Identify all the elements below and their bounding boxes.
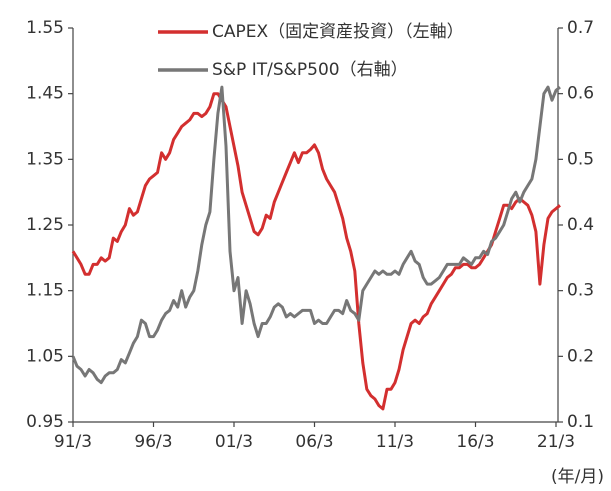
x-tick-label: 16/3 — [456, 432, 494, 452]
y-tick-label: 1.25 — [26, 215, 64, 235]
series-line — [71, 85, 561, 385]
x-tick-label: 01/3 — [215, 432, 253, 452]
x-tick-label: 21/3 — [537, 432, 575, 452]
y2-tick-label: 0.2 — [567, 346, 594, 366]
series-line — [71, 92, 561, 411]
x-tick-label: 11/3 — [376, 432, 414, 452]
y-tick-label: 1.15 — [26, 281, 64, 301]
y-tick-label: 1.05 — [26, 346, 64, 366]
y-tick-label: 0.95 — [26, 412, 64, 432]
legend-label: CAPEX（固定資産投資）（左軸） — [212, 22, 464, 42]
y2-tick-label: 0.4 — [567, 215, 594, 235]
y2-tick-label: 0.7 — [567, 18, 594, 38]
x-tick-label: 06/3 — [295, 432, 333, 452]
x-tick-label: 91/3 — [54, 432, 92, 452]
y2-tick-label: 0.1 — [567, 412, 594, 432]
y2-tick-label: 0.5 — [567, 149, 594, 169]
x-tick-label: 96/3 — [134, 432, 172, 452]
unit-label: (年/月) — [551, 467, 604, 487]
legend-label: S&P IT/S&P500（右軸） — [212, 60, 408, 80]
y2-tick-label: 0.3 — [567, 281, 594, 301]
y-tick-label: 1.35 — [26, 149, 64, 169]
y2-tick-label: 0.6 — [567, 84, 594, 104]
y-tick-label: 1.55 — [26, 18, 64, 38]
y-tick-label: 1.45 — [26, 84, 64, 104]
